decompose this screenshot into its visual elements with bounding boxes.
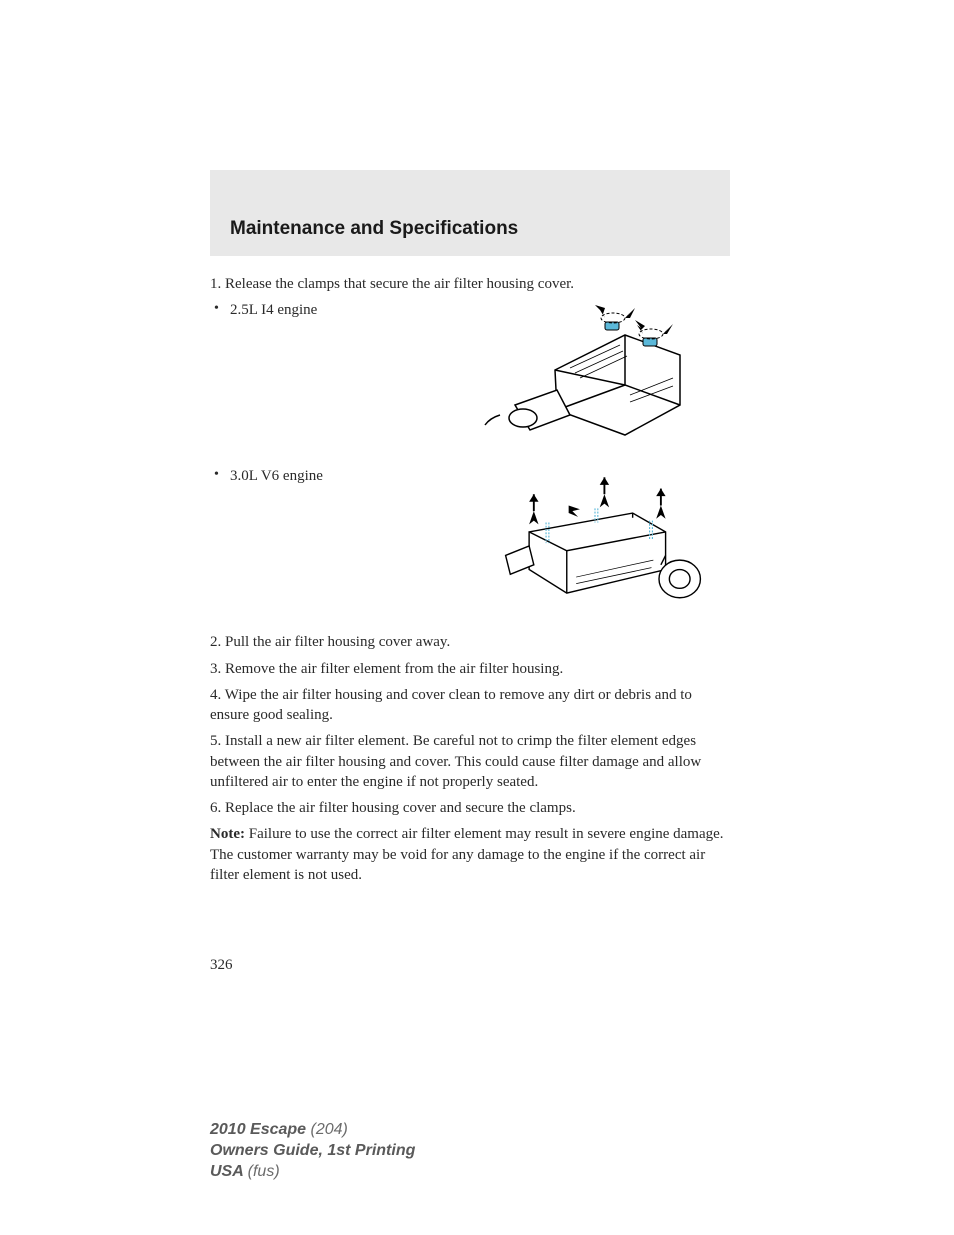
section-title: Maintenance and Specifications — [230, 218, 710, 240]
footer-region-code: (fus) — [248, 1163, 280, 1180]
air-filter-diagram-v6-icon — [475, 466, 715, 626]
note-text: Failure to use the correct air filter el… — [210, 826, 724, 883]
step-2: 2. Pull the air filter housing cover awa… — [210, 632, 730, 652]
step-5: 5. Install a new air filter element. Be … — [210, 731, 730, 792]
step-6: 6. Replace the air filter housing cover … — [210, 798, 730, 818]
body-content: 1. Release the clamps that secure the ai… — [210, 274, 730, 885]
note-label: Note: — [210, 826, 245, 842]
engine-bullet-2: 3.0L V6 engine — [210, 466, 460, 486]
engine-bullet-2-row: 3.0L V6 engine — [210, 466, 730, 626]
step-4: 4. Wipe the air filter housing and cover… — [210, 685, 730, 726]
section-header-band: Maintenance and Specifications — [210, 170, 730, 256]
footer-model-code: (204) — [311, 1121, 348, 1138]
footer-line-1: 2010 Escape (204) — [210, 1120, 415, 1141]
air-filter-diagram-i4-icon — [475, 300, 715, 460]
footer-block: 2010 Escape (204) Owners Guide, 1st Prin… — [210, 1120, 415, 1182]
footer-line-2: Owners Guide, 1st Printing — [210, 1141, 415, 1162]
step-3: 3. Remove the air filter element from th… — [210, 659, 730, 679]
diagram-2-container — [460, 466, 730, 626]
page-number: 326 — [210, 955, 233, 975]
footer-line-3: USA (fus) — [210, 1162, 415, 1183]
diagram-1-container — [460, 300, 730, 460]
engine-bullet-1-row: 2.5L I4 engine — [210, 300, 730, 460]
engine-bullet-1: 2.5L I4 engine — [210, 300, 460, 320]
step-1: 1. Release the clamps that secure the ai… — [210, 274, 730, 294]
footer-region: USA — [210, 1163, 248, 1180]
note-paragraph: Note: Failure to use the correct air fil… — [210, 824, 730, 885]
footer-model: 2010 Escape — [210, 1121, 311, 1138]
